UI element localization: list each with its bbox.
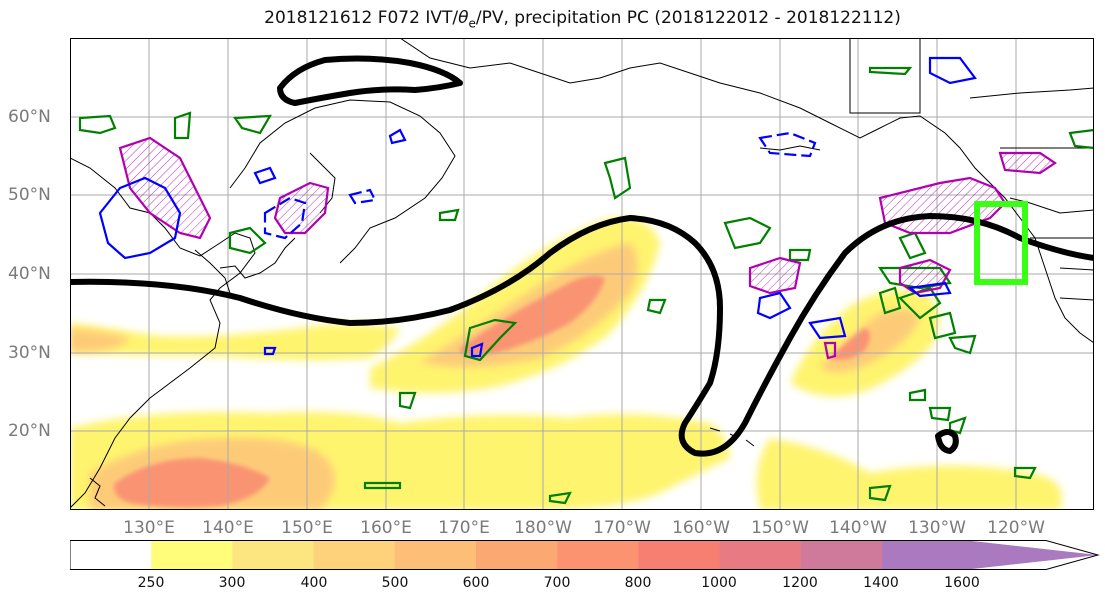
colorbar-segment bbox=[476, 540, 558, 570]
map-frame bbox=[70, 38, 1094, 510]
coastlines bbox=[70, 38, 1094, 509]
lon-label-150w: 150°W bbox=[751, 518, 809, 538]
colorbar-tick-1400: 1400 bbox=[863, 575, 899, 591]
colorbar-segment bbox=[882, 540, 964, 570]
lon-label-140e: 140°E bbox=[202, 518, 254, 538]
colorbar-segment bbox=[394, 540, 477, 570]
thetae-contours-blue bbox=[98, 56, 977, 358]
colorbar-extend-arrow bbox=[963, 540, 1098, 570]
colorbar-segment bbox=[557, 540, 639, 570]
colorbar-segment bbox=[313, 540, 396, 570]
lon-label-170e: 170°E bbox=[438, 518, 490, 538]
precip-contours-green bbox=[78, 66, 1094, 505]
lon-label-120w: 120°W bbox=[987, 518, 1045, 538]
map-panel bbox=[70, 38, 1094, 510]
lon-label-150e: 150°E bbox=[281, 518, 333, 538]
colorbar-segment bbox=[232, 540, 315, 570]
colorbar-tick-250: 250 bbox=[137, 575, 165, 591]
colorbar-tick-400: 400 bbox=[300, 575, 328, 591]
lon-label-130w: 130°W bbox=[908, 518, 966, 538]
colorbar-tick-1600: 1600 bbox=[944, 575, 980, 591]
colorbar-segment bbox=[800, 540, 883, 570]
colorbar-segment bbox=[719, 540, 802, 570]
lon-label-180w: 180°W bbox=[514, 518, 572, 538]
lat-label-60n: 60°N bbox=[8, 107, 51, 127]
colorbar-tick-1000: 1000 bbox=[701, 575, 737, 591]
ivt-band-high bbox=[114, 275, 870, 508]
lat-label-50n: 50°N bbox=[8, 185, 51, 205]
colorbar-segment bbox=[70, 540, 152, 570]
colorbar-segment bbox=[151, 540, 233, 570]
ivt-shading bbox=[70, 217, 1062, 510]
lon-label-170w: 170°W bbox=[593, 518, 651, 538]
lon-label-160e: 160°E bbox=[360, 518, 412, 538]
colorbar-outline bbox=[70, 540, 1100, 570]
lon-label-130e: 130°E bbox=[123, 518, 175, 538]
colorbar-tick-1200: 1200 bbox=[782, 575, 818, 591]
colorbar-tick-300: 300 bbox=[218, 575, 246, 591]
colorbar-tick-600: 600 bbox=[462, 575, 490, 591]
colorbar bbox=[70, 540, 1100, 570]
lat-label-40n: 40°N bbox=[8, 264, 51, 284]
highlight-box bbox=[974, 201, 1028, 285]
lat-label-30n: 30°N bbox=[8, 343, 51, 363]
graticule bbox=[70, 38, 1094, 510]
map-title: 2018121612 F072 IVT/θe/PV, precipitation… bbox=[264, 8, 901, 31]
lon-label-140w: 140°W bbox=[829, 518, 887, 538]
colorbar-segment bbox=[638, 540, 721, 570]
pv-contour bbox=[70, 55, 1094, 457]
lat-label-20n: 20°N bbox=[8, 421, 51, 441]
colorbar-tick-700: 700 bbox=[543, 575, 571, 591]
lon-label-160w: 160°W bbox=[672, 518, 730, 538]
colorbar-tick-800: 800 bbox=[624, 575, 652, 591]
colorbar-tick-500: 500 bbox=[381, 575, 409, 591]
